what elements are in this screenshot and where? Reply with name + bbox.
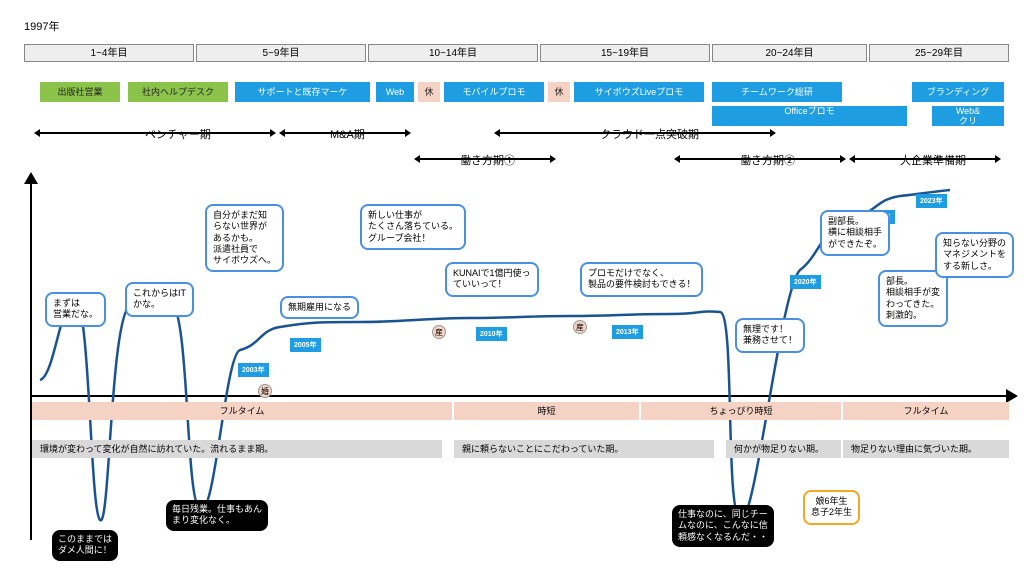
phase-description-band: 何かが物足りない期。: [726, 440, 841, 458]
phase-description-band: 物足りない理由に気づいた期。: [843, 440, 1009, 458]
year-chip: 2020年: [790, 275, 821, 289]
work-style-band: フルタイム: [843, 402, 1009, 420]
comment-bubble: これからはIT かな。: [125, 282, 194, 317]
comment-bubble: 知らない分野の マネジメントを する新しさ。: [935, 232, 1014, 278]
life-event-dot: 産: [573, 320, 587, 334]
year-chip: 2013年: [612, 325, 643, 339]
year-chip: 2010年: [476, 327, 507, 341]
work-style-band: ちょっぴり時短: [641, 402, 841, 420]
phase-description-band: 親に頼らないことにこだわっていた期。: [454, 440, 714, 458]
comment-bubble: 自分がまだ知 らない世界が あるかも。 派遣社員で サイボウズへ。: [205, 204, 284, 272]
comment-bubble: KUNAIで1億円使っ ていいって！: [445, 262, 539, 297]
comment-bubble: プロモだけでなく、 製品の要件検討もできる！: [580, 262, 703, 297]
phase-description-band: 環境が変わって変化が自然に訪れていた。流れるまま期。: [32, 440, 442, 458]
comment-bubble: 新しい仕事が たくさん落ちている。 グループ会社！: [360, 204, 466, 250]
year-chip: 2005年: [290, 338, 321, 352]
life-event-dot: 産: [432, 325, 446, 339]
negative-bubble: 仕事なのに、同じチー ムなのに、こんなに信 頼感なくなるんだ・・: [672, 505, 774, 547]
comment-bubble: まずは 営業だな。: [45, 292, 106, 327]
comment-bubble: 無理です！ 兼務させて！: [735, 318, 805, 353]
work-style-band: 時短: [454, 402, 639, 420]
year-chip: 2003年: [238, 363, 269, 377]
negative-bubble: 毎日残業。仕事もあん まり変化なく。: [166, 500, 268, 531]
comment-bubble: 無期雇用になる: [280, 296, 359, 319]
comment-bubble: 部長。 相談相手が変 わってきた。 刺激的。: [878, 270, 948, 327]
life-event-dot: 婚: [258, 384, 272, 398]
comment-bubble: 副部長。 横に相談相手 ができたぞ。: [820, 210, 890, 256]
work-style-band: フルタイム: [32, 402, 452, 420]
year-chip: 2023年: [916, 194, 947, 208]
negative-bubble: このままでは ダメ人間に！: [52, 530, 118, 561]
family-bubble: 娘6年生 息子2年生: [803, 490, 860, 525]
